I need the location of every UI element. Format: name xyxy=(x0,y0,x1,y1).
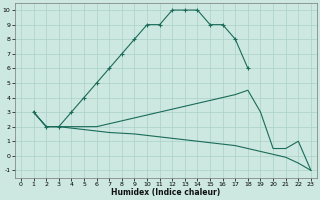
X-axis label: Humidex (Indice chaleur): Humidex (Indice chaleur) xyxy=(111,188,220,197)
